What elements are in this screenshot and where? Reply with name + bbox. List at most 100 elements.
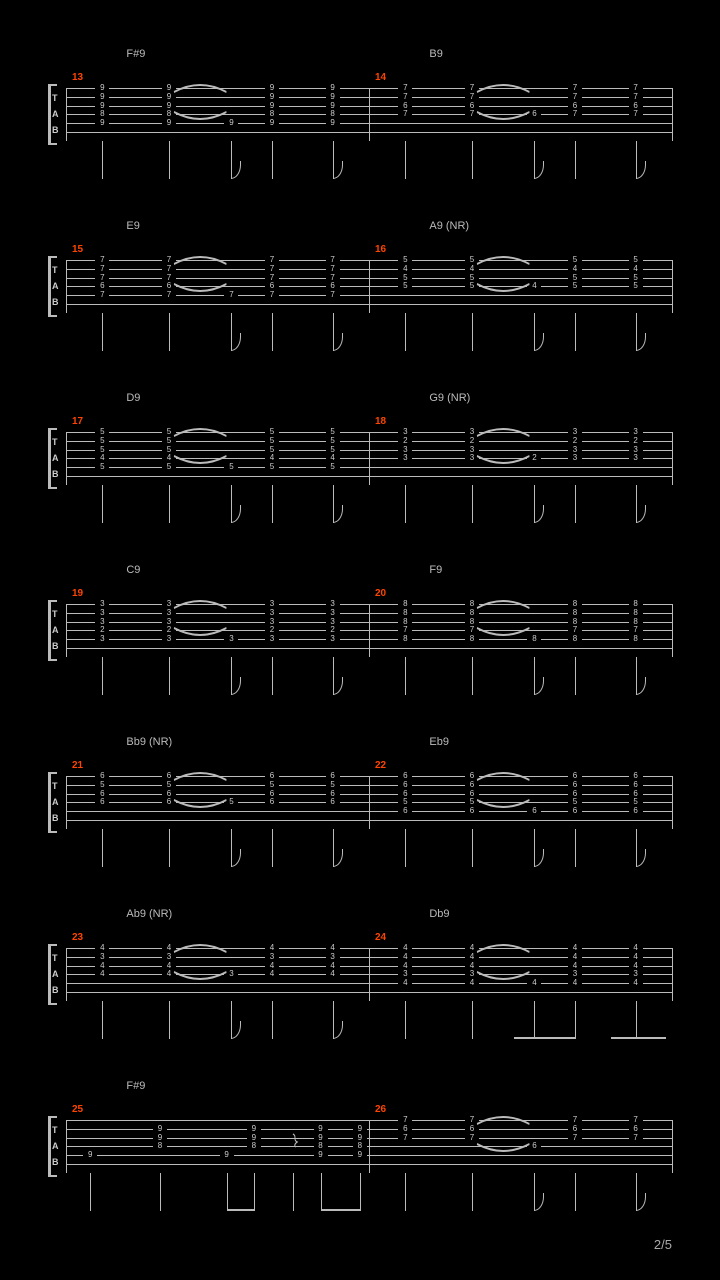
tab-clef-letter: T xyxy=(52,438,58,447)
fret-number: 8 xyxy=(465,618,479,626)
chord-label: Eb9 xyxy=(429,736,449,748)
fret-number: 3 xyxy=(568,428,582,436)
tab-system: F#913B914TAB9998999989999989999897767776… xyxy=(48,48,672,206)
fret-number: 3 xyxy=(326,618,340,626)
fret-number: 2 xyxy=(568,437,582,445)
fret-number: 6 xyxy=(629,102,643,110)
fret-number: 6 xyxy=(95,798,109,806)
measure-number: 26 xyxy=(375,1104,386,1115)
fret-number: 8 xyxy=(314,1142,328,1150)
fret-number: 3 xyxy=(568,446,582,454)
fret-number: 3 xyxy=(162,618,176,626)
fret-number: 9 xyxy=(265,93,279,101)
tab-system: F#92526TAB99989998998999897677676767767 xyxy=(48,1080,672,1238)
tab-system: Bb9 (NR)21Eb922TAB6566656656566656666656… xyxy=(48,736,672,894)
measure-number: 17 xyxy=(72,416,83,427)
tab-clef-letter: B xyxy=(52,470,59,479)
chord-label: G9 (NR) xyxy=(429,392,470,404)
fret-number: 7 xyxy=(465,93,479,101)
fret-number: 2 xyxy=(95,626,109,634)
fret-number: 9 xyxy=(326,93,340,101)
fret-number: 5 xyxy=(265,428,279,436)
fret-number: 9 xyxy=(220,1151,234,1159)
fret-number: 9 xyxy=(326,119,340,127)
fret-number: 5 xyxy=(568,256,582,264)
fret-number: 7 xyxy=(265,265,279,273)
tab-clef-letter: T xyxy=(52,610,58,619)
eighth-rest xyxy=(290,1132,300,1148)
fret-number: 6 xyxy=(162,790,176,798)
fret-number: 9 xyxy=(162,93,176,101)
fret-number: 3 xyxy=(629,446,643,454)
fret-number: 5 xyxy=(95,446,109,454)
chord-label: A9 (NR) xyxy=(429,220,469,232)
fret-number: 6 xyxy=(629,790,643,798)
tab-clef-letter: B xyxy=(52,1158,59,1167)
fret-number: 7 xyxy=(398,626,412,634)
fret-number: 5 xyxy=(95,463,109,471)
measure-number: 23 xyxy=(72,932,83,943)
measure-number: 25 xyxy=(72,1104,83,1115)
measure-number: 15 xyxy=(72,244,83,255)
tab-clef-letter: A xyxy=(52,454,59,463)
fret-number: 9 xyxy=(95,84,109,92)
fret-number: 8 xyxy=(398,618,412,626)
fret-number: 6 xyxy=(398,772,412,780)
tab-clef-letter: A xyxy=(52,110,59,119)
fret-number: 6 xyxy=(265,798,279,806)
fret-number: 7 xyxy=(224,291,238,299)
fret-number: 4 xyxy=(326,970,340,978)
fret-number: 5 xyxy=(326,446,340,454)
fret-number: 9 xyxy=(83,1151,97,1159)
fret-number: 6 xyxy=(568,781,582,789)
fret-number: 3 xyxy=(265,600,279,608)
fret-number: 7 xyxy=(265,291,279,299)
fret-number: 7 xyxy=(95,265,109,273)
fret-number: 6 xyxy=(527,807,541,815)
fret-number: 3 xyxy=(568,970,582,978)
fret-number: 8 xyxy=(326,110,340,118)
tab-clef-letter: B xyxy=(52,986,59,995)
fret-number: 4 xyxy=(568,962,582,970)
fret-number: 8 xyxy=(568,618,582,626)
fret-number: 2 xyxy=(629,437,643,445)
fret-number: 6 xyxy=(398,781,412,789)
fret-number: 7 xyxy=(326,274,340,282)
tab-clef-letter: T xyxy=(52,266,58,275)
chord-label: Ab9 (NR) xyxy=(126,908,172,920)
fret-number: 4 xyxy=(398,962,412,970)
fret-number: 3 xyxy=(224,970,238,978)
fret-number: 5 xyxy=(629,274,643,282)
fret-number: 6 xyxy=(527,110,541,118)
tab-clef-letter: A xyxy=(52,970,59,979)
tab-page: F#913B914TAB9998999989999989999897767776… xyxy=(0,0,720,1280)
fret-number: 4 xyxy=(629,944,643,952)
fret-number: 4 xyxy=(568,953,582,961)
fret-number: 6 xyxy=(95,282,109,290)
tab-clef-letter: T xyxy=(52,94,58,103)
fret-number: 7 xyxy=(162,265,176,273)
fret-number: 6 xyxy=(95,790,109,798)
fret-number: 8 xyxy=(629,600,643,608)
fret-number: 7 xyxy=(568,626,582,634)
chord-label: F#9 xyxy=(126,1080,145,1092)
fret-number: 4 xyxy=(568,265,582,273)
tab-system: C919F920TAB33323333233333233332388878888… xyxy=(48,564,672,722)
fret-number: 9 xyxy=(265,84,279,92)
fret-number: 7 xyxy=(326,265,340,273)
fret-number: 3 xyxy=(95,618,109,626)
fret-number: 7 xyxy=(629,93,643,101)
fret-number: 6 xyxy=(398,1125,412,1133)
fret-number: 5 xyxy=(326,437,340,445)
fret-number: 8 xyxy=(398,600,412,608)
fret-number: 3 xyxy=(95,600,109,608)
fret-number: 7 xyxy=(568,110,582,118)
fret-number: 5 xyxy=(326,463,340,471)
fret-number: 7 xyxy=(95,291,109,299)
fret-number: 6 xyxy=(326,772,340,780)
measure-number: 22 xyxy=(375,760,386,771)
fret-number: 3 xyxy=(398,428,412,436)
fret-number: 9 xyxy=(162,102,176,110)
fret-number: 4 xyxy=(265,944,279,952)
measure-number: 13 xyxy=(72,72,83,83)
